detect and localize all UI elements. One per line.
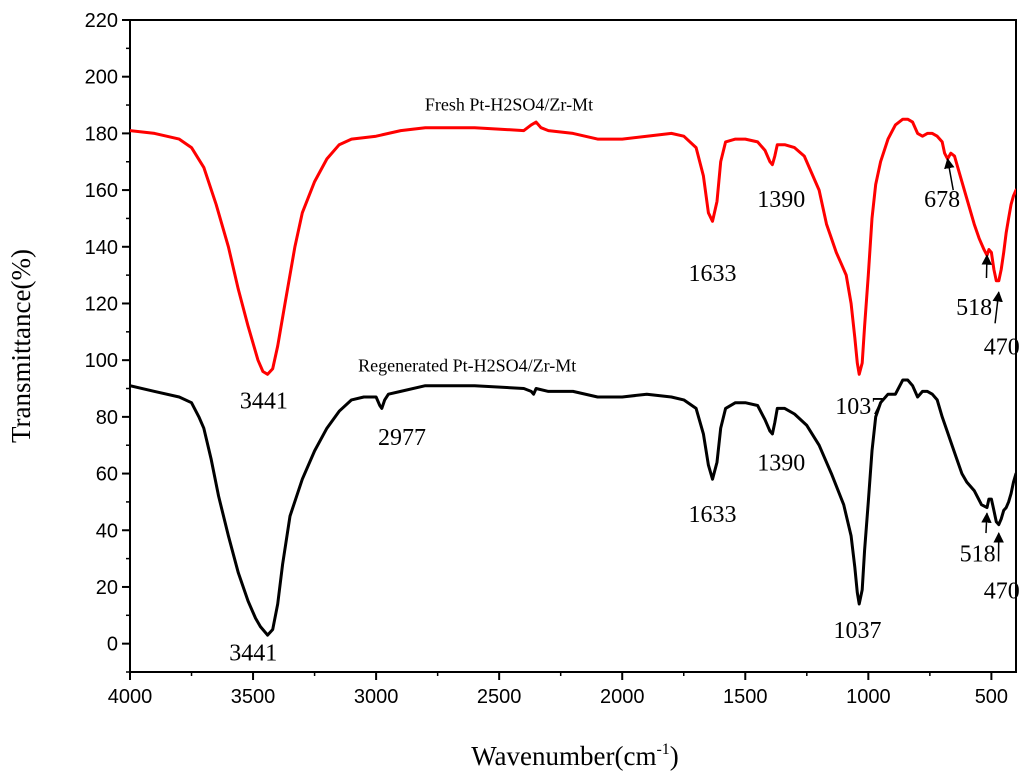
y-tick-label: 160	[85, 180, 118, 202]
x-tick-label: 4000	[108, 686, 153, 708]
x-tick-label: 2500	[477, 686, 522, 708]
y-tick-label: 0	[107, 634, 118, 656]
y-ticks: 0 20 40 60 80 100 120 140 160 180 200 220	[85, 10, 130, 673]
peak-arrow	[944, 157, 955, 191]
peak-label: 518	[960, 541, 996, 567]
peak-arrow	[992, 291, 1003, 324]
x-axis-title-sup: -1	[656, 741, 669, 758]
peak-label: 1633	[689, 261, 737, 287]
y-tick-label: 40	[96, 520, 118, 542]
x-axis-title-close: )	[670, 741, 679, 771]
y-tick-label: 140	[85, 237, 118, 259]
y-tick-label: 80	[96, 407, 118, 429]
peak-label: 1390	[757, 187, 805, 213]
series-label: Regenerated Pt-H2SO4/Zr-Mt	[358, 356, 576, 376]
x-tick-label: 2000	[600, 686, 645, 708]
series-lines	[130, 117, 1016, 637]
x-ticks: 4000 3500 3000 2500 2000 1500 1000 500	[108, 672, 1008, 708]
peak-arrows	[944, 157, 1004, 562]
peak-label: 678	[924, 187, 960, 213]
plot-frame	[129, 19, 1017, 673]
series-label: Fresh Pt-H2SO4/Zr-Mt	[425, 95, 593, 115]
series-line-1	[130, 378, 1016, 637]
peak-label: 3441	[229, 641, 277, 667]
y-tick-label: 100	[85, 350, 118, 372]
y-tick-label: 220	[85, 10, 118, 32]
peak-label: 518	[956, 295, 992, 321]
y-tick-label: 60	[96, 464, 118, 486]
peak-label: 3441	[240, 388, 288, 414]
peak-label: 470	[984, 335, 1020, 361]
series-line-0	[130, 117, 1016, 376]
peak-label: 2977	[378, 425, 426, 451]
peak-label: 1037	[835, 394, 883, 420]
x-axis-title: Wavenumber(cm-1)	[471, 741, 679, 771]
y-tick-label: 20	[96, 577, 118, 599]
peak-label: 1037	[834, 618, 882, 644]
peak-labels: 3441 1633 1390 1037 678 518 470 3441 2977 1390 163…	[229, 187, 1019, 667]
x-tick-label: 3000	[354, 686, 399, 708]
y-tick-label: 200	[85, 67, 118, 89]
x-tick-label: 1500	[723, 686, 768, 708]
x-axis-title-main: Wavenumber(cm	[471, 741, 656, 771]
peak-label: 1633	[689, 502, 737, 528]
x-tick-label: 3500	[231, 686, 276, 708]
peak-arrow	[981, 512, 992, 534]
y-axis-title: Transmittance(%)	[6, 249, 36, 443]
peak-label: 470	[984, 578, 1020, 604]
peak-label: 1390	[757, 451, 805, 477]
x-tick-label: 500	[975, 686, 1008, 708]
y-tick-label: 180	[85, 123, 118, 145]
y-tick-label: 120	[85, 293, 118, 315]
series-labels: Fresh Pt-H2SO4/Zr-Mt Regenerated Pt-H2SO4…	[358, 95, 593, 376]
x-tick-label: 1000	[846, 686, 891, 708]
